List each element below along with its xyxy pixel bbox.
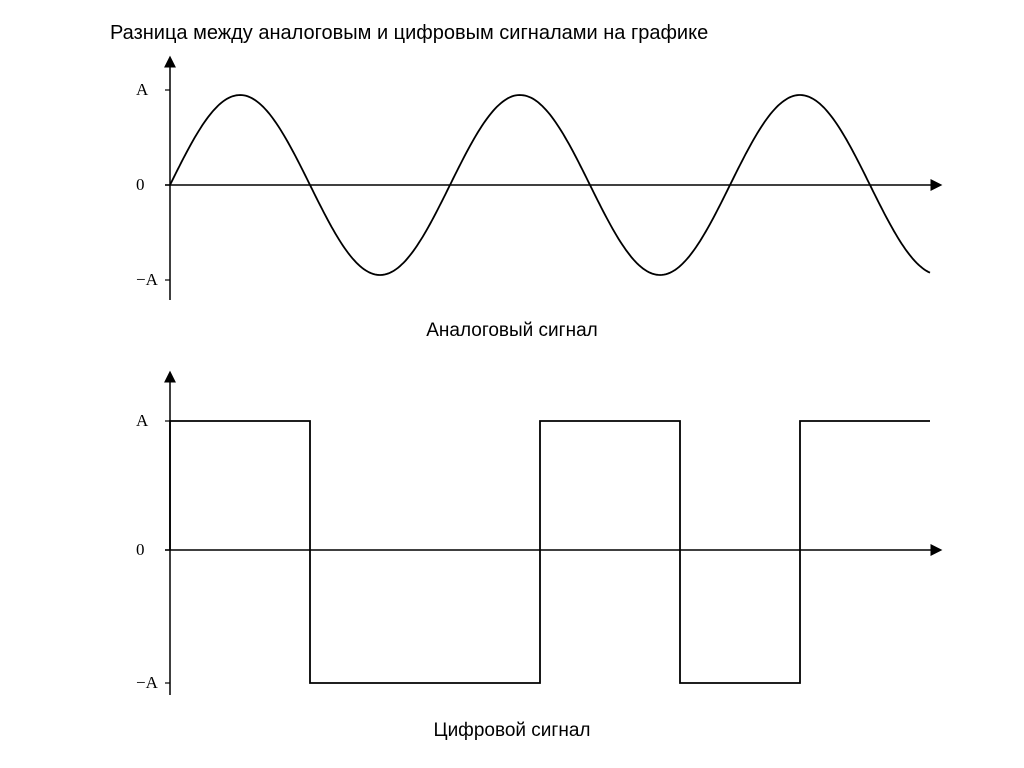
analog-caption: Аналоговый сигнал [0,320,1024,342]
digital-signal-chart [130,365,950,705]
tick-label: −A [136,673,158,693]
tick-label: 0 [136,175,145,195]
tick-label: −A [136,270,158,290]
tick-label: A [136,80,148,100]
analog-signal-chart [130,50,950,310]
tick-label: A [136,411,148,431]
page-title: Разница между аналоговым и цифровым сигн… [110,22,708,45]
tick-label: 0 [136,540,145,560]
digital-caption: Цифровой сигнал [0,720,1024,742]
